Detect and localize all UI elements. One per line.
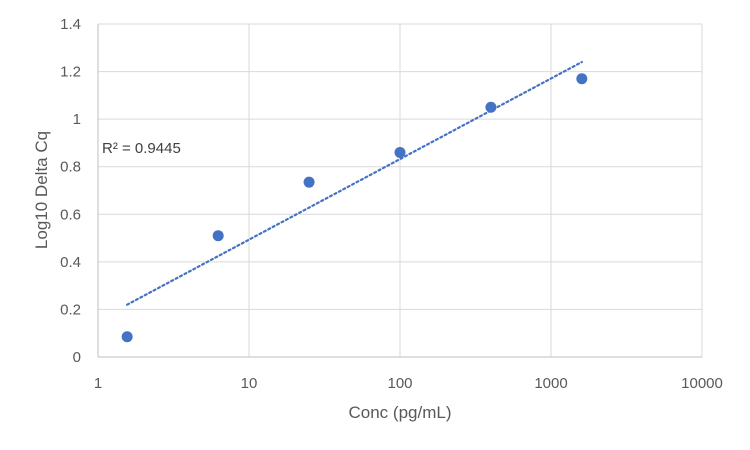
data-point (303, 176, 315, 188)
data-point (212, 230, 224, 242)
y-tick-label: 0.8 (60, 159, 81, 176)
y-tick-label: 0.6 (60, 206, 81, 223)
trendline (126, 60, 583, 306)
x-tick-label: 100 (387, 375, 412, 392)
x-tick-label: 10 (241, 375, 258, 392)
axis-layer (97, 24, 702, 358)
y-axis-title: Log10 Delta Cq (32, 131, 51, 249)
y-tick-label: 1.4 (60, 16, 81, 33)
data-point (121, 331, 133, 343)
y-tick-label: 0 (73, 349, 81, 366)
data-points (121, 73, 588, 343)
x-tick-label: 1 (94, 375, 102, 392)
y-tick-label: 0.4 (60, 254, 81, 271)
trendline-layer (126, 60, 583, 306)
y-tick-label: 1 (73, 111, 81, 128)
x-axis-title: Conc (pg/mL) (349, 403, 452, 422)
data-point (576, 73, 588, 85)
grid-layer (98, 23, 703, 357)
y-tick-label: 1.2 (60, 64, 81, 81)
tick-labels: 0 0.2 0.4 0.6 0.8 1 1.2 1.4 1 10 100 1000 10000 (60, 16, 723, 392)
r-squared-annotation: R² = 0.9445 (102, 140, 181, 157)
y-tick-label: 0.2 (60, 301, 81, 318)
x-tick-label: 1000 (534, 375, 567, 392)
x-tick-label: 10000 (681, 375, 723, 392)
data-point (394, 146, 406, 158)
data-point (485, 101, 497, 113)
